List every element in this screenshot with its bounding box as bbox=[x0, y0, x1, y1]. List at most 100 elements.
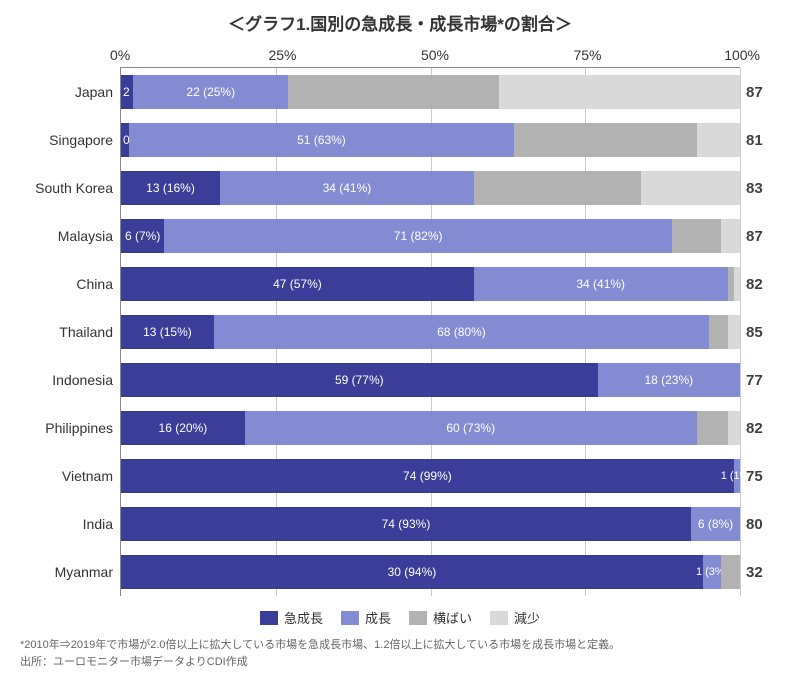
x-tick-label: 25% bbox=[263, 47, 303, 63]
segment-growth: 71 (82%) bbox=[164, 219, 672, 253]
country-row: India74 (93%)6 (8%)80 bbox=[121, 500, 740, 548]
segment-growth: 68 (80%) bbox=[214, 315, 709, 349]
row-total: 82 bbox=[746, 420, 780, 437]
segment-growth: 1 (3%) bbox=[703, 555, 722, 589]
segment-growth: 34 (41%) bbox=[474, 267, 728, 301]
segment-rapid: 13 (15%) bbox=[121, 315, 214, 349]
segment-rapid: 16 (20%) bbox=[121, 411, 245, 445]
country-label: Indonesia bbox=[21, 372, 113, 388]
bar-track: 6 (7%)71 (82%) bbox=[121, 219, 740, 253]
segment-decline bbox=[721, 219, 740, 253]
legend: 急成長 成長横ばい 減少 bbox=[20, 608, 780, 627]
segment-growth: 1 (1%) bbox=[734, 459, 740, 493]
bar-track: 30 (94%)1 (3%) bbox=[121, 555, 740, 589]
segment-growth: 51 (63%) bbox=[129, 123, 514, 157]
country-row: Myanmar30 (94%)1 (3%)32 bbox=[121, 548, 740, 596]
country-row: Philippines16 (20%)60 (73%)82 bbox=[121, 404, 740, 452]
legend-swatch bbox=[409, 611, 427, 625]
segment-growth: 22 (25%) bbox=[133, 75, 288, 109]
bar-track: 59 (77%)18 (23%) bbox=[121, 363, 740, 397]
country-label: Philippines bbox=[21, 420, 113, 436]
country-row: Malaysia6 (7%)71 (82%)87 bbox=[121, 212, 740, 260]
segment-flat bbox=[514, 123, 697, 157]
footnote-line: *2010年⇒2019年で市場が2.0倍以上に拡大している市場を急成長市場、1.… bbox=[20, 637, 780, 654]
bar-track: 13 (15%)68 (80%) bbox=[121, 315, 740, 349]
country-label: Malaysia bbox=[21, 228, 113, 244]
segment-growth: 6 (8%) bbox=[691, 507, 740, 541]
legend-label: 成長 bbox=[365, 608, 391, 627]
segment-decline bbox=[734, 267, 740, 301]
legend-swatch bbox=[260, 611, 278, 625]
footnote-line: 出所：ユーロモニター市場データよりCDI作成 bbox=[20, 654, 780, 671]
segment-flat bbox=[709, 315, 728, 349]
segment-rapid: 59 (77%) bbox=[121, 363, 598, 397]
bar-track: 16 (20%)60 (73%) bbox=[121, 411, 740, 445]
country-row: China47 (57%)34 (41%)82 bbox=[121, 260, 740, 308]
bar-rows: Japan2 (2%)22 (25%)87Singapore0 (0%)51 (… bbox=[121, 68, 740, 596]
x-axis-labels: 0%25%50%75%100% bbox=[120, 47, 740, 63]
row-total: 87 bbox=[746, 228, 780, 245]
segment-flat bbox=[474, 171, 641, 205]
country-label: Japan bbox=[21, 84, 113, 100]
legend-label: 減少 bbox=[514, 608, 540, 627]
segment-growth: 18 (23%) bbox=[598, 363, 740, 397]
country-label: Singapore bbox=[21, 132, 113, 148]
country-row: Japan2 (2%)22 (25%)87 bbox=[121, 68, 740, 116]
segment-rapid: 0 (0%) bbox=[121, 123, 129, 157]
legend-swatch bbox=[490, 611, 508, 625]
country-label: India bbox=[21, 516, 113, 532]
bar-track: 2 (2%)22 (25%) bbox=[121, 75, 740, 109]
segment-rapid: 74 (93%) bbox=[121, 507, 691, 541]
row-total: 81 bbox=[746, 132, 780, 149]
x-tick-label: 0% bbox=[110, 47, 150, 63]
country-row: Singapore0 (0%)51 (63%)81 bbox=[121, 116, 740, 164]
bar-track: 74 (99%)1 (1%) bbox=[121, 459, 740, 493]
footnote: *2010年⇒2019年で市場が2.0倍以上に拡大している市場を急成長市場、1.… bbox=[20, 637, 780, 670]
legend-label: 急成長 bbox=[284, 608, 323, 627]
row-total: 80 bbox=[746, 516, 780, 533]
segment-decline bbox=[728, 315, 740, 349]
chart-area: 0%25%50%75%100% Japan2 (2%)22 (25%)87Sin… bbox=[120, 47, 740, 596]
plot-area: Japan2 (2%)22 (25%)87Singapore0 (0%)51 (… bbox=[120, 67, 740, 596]
segment-rapid: 30 (94%) bbox=[121, 555, 703, 589]
country-row: Thailand13 (15%)68 (80%)85 bbox=[121, 308, 740, 356]
segment-decline bbox=[499, 75, 740, 109]
segment-rapid: 13 (16%) bbox=[121, 171, 220, 205]
segment-decline bbox=[697, 123, 740, 157]
bar-track: 47 (57%)34 (41%) bbox=[121, 267, 740, 301]
x-tick-label: 100% bbox=[720, 47, 760, 63]
segment-decline bbox=[728, 411, 740, 445]
row-total: 82 bbox=[746, 276, 780, 293]
segment-rapid: 74 (99%) bbox=[121, 459, 734, 493]
segment-growth: 60 (73%) bbox=[245, 411, 697, 445]
segment-flat bbox=[288, 75, 498, 109]
segment-flat bbox=[697, 411, 728, 445]
segment-decline bbox=[641, 171, 740, 205]
chart-title: ＜グラフ1.国別の急成長・成長市場*の割合＞ bbox=[20, 10, 780, 35]
country-row: South Korea13 (16%)34 (41%)83 bbox=[121, 164, 740, 212]
country-label: Myanmar bbox=[21, 564, 113, 580]
country-row: Indonesia59 (77%)18 (23%)77 bbox=[121, 356, 740, 404]
legend-item: 横ばい bbox=[409, 608, 472, 627]
row-total: 32 bbox=[746, 564, 780, 581]
segment-flat bbox=[721, 555, 740, 589]
bar-track: 74 (93%)6 (8%) bbox=[121, 507, 740, 541]
legend-item: 急成長 bbox=[260, 608, 323, 627]
bar-track: 0 (0%)51 (63%) bbox=[121, 123, 740, 157]
segment-rapid: 2 (2%) bbox=[121, 75, 133, 109]
country-label: South Korea bbox=[21, 180, 113, 196]
country-label: Thailand bbox=[21, 324, 113, 340]
row-total: 75 bbox=[746, 468, 780, 485]
row-total: 83 bbox=[746, 180, 780, 197]
bar-track: 13 (16%)34 (41%) bbox=[121, 171, 740, 205]
segment-flat bbox=[672, 219, 722, 253]
legend-swatch bbox=[341, 611, 359, 625]
row-total: 85 bbox=[746, 324, 780, 341]
legend-item: 減少 bbox=[490, 608, 540, 627]
segment-growth: 34 (41%) bbox=[220, 171, 474, 205]
country-label: Vietnam bbox=[21, 468, 113, 484]
row-total: 77 bbox=[746, 372, 780, 389]
row-total: 87 bbox=[746, 84, 780, 101]
segment-rapid: 47 (57%) bbox=[121, 267, 474, 301]
gridline bbox=[740, 68, 741, 596]
